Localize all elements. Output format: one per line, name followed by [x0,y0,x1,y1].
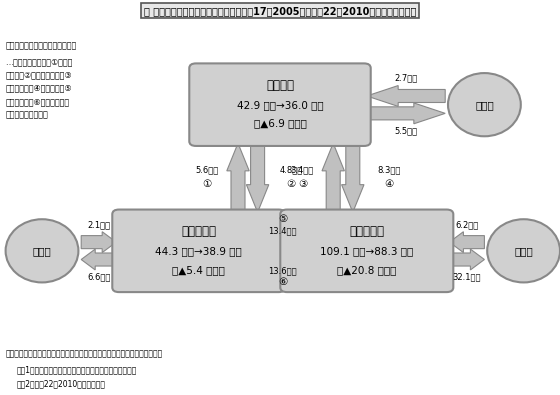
Text: 13.4万戸: 13.4万戸 [269,227,297,235]
Text: 109.1 万戸→88.3 万戸: 109.1 万戸→88.3 万戸 [320,246,413,256]
Text: …「異動の主因は、①は兼業
所得減、②は農業所得減、③
は定年帰農、④は高齢化、⑤
は定年帰農、⑥は高齢化と推
測できてしまう。」: …「異動の主因は、①は兼業 所得減、②は農業所得減、③ は定年帰農、④は高齢化、… [6,57,73,119]
Text: 図 主副業別販売農家数の類型異動（平成17（2005）～平成22（2010）年（概数値））: 図 主副業別販売農家数の類型異動（平成17（2005）～平成22（2010）年（… [144,6,416,16]
Polygon shape [246,143,269,213]
Text: ③: ③ [298,179,307,189]
FancyBboxPatch shape [112,210,285,292]
Text: 6.2万戸: 6.2万戸 [455,220,479,229]
Text: 2）平成22（2010）年は概数値: 2）平成22（2010）年は概数値 [17,379,106,388]
Text: ⑥: ⑥ [278,277,287,288]
Text: 5.6万戸: 5.6万戸 [195,166,219,174]
Text: 32.1万戸: 32.1万戸 [452,273,481,282]
Polygon shape [342,143,364,213]
Text: （▲5.4 万戸）: （▲5.4 万戸） [172,265,225,275]
Polygon shape [449,232,484,252]
Text: 42.9 万戸→36.0 万戸: 42.9 万戸→36.0 万戸 [237,100,323,110]
Text: 3.4万戸: 3.4万戸 [291,166,314,174]
Text: その他: その他 [32,246,52,256]
Text: 2.1万戸: 2.1万戸 [87,220,110,229]
Text: ②: ② [287,179,296,189]
Text: ⑤: ⑤ [278,214,287,224]
FancyBboxPatch shape [281,210,454,292]
Polygon shape [449,249,484,270]
Text: 8.3万戸: 8.3万戸 [377,166,401,174]
Text: 図内の丸数字は図左の文中に対応: 図内の丸数字は図左の文中に対応 [6,41,77,51]
Polygon shape [81,232,116,252]
Polygon shape [367,103,445,124]
Text: ④: ④ [385,179,394,189]
Polygon shape [281,229,284,253]
Text: ①: ① [203,179,212,189]
Polygon shape [227,143,249,213]
Text: 資料：農林水産省「農林業センサス」（組替集計）を基に農林水産省で作成: 資料：農林水産省「農林業センサス」（組替集計）を基に農林水産省で作成 [6,350,163,359]
FancyBboxPatch shape [189,64,371,146]
Text: その他: その他 [475,100,494,110]
Text: 6.6万戸: 6.6万戸 [87,273,110,282]
Text: 注：1）その他は、自給的農家、土地持ち非農家等を含む: 注：1）その他は、自給的農家、土地持ち非農家等を含む [17,365,137,374]
Polygon shape [367,86,445,106]
Text: 5.5万戸: 5.5万戸 [394,127,418,135]
Text: （▲20.8 万戸）: （▲20.8 万戸） [337,265,396,275]
Text: 準主業農家: 準主業農家 [181,226,216,238]
Text: 44.3 万戸→38.9 万戸: 44.3 万戸→38.9 万戸 [156,246,242,256]
Text: 2.7万戸: 2.7万戸 [394,74,418,83]
Text: （▲6.9 万戸）: （▲6.9 万戸） [254,118,306,129]
Ellipse shape [487,219,560,282]
Ellipse shape [6,219,78,282]
Polygon shape [81,249,116,270]
Text: その他: その他 [514,246,533,256]
Polygon shape [322,143,344,213]
Polygon shape [281,249,284,273]
Text: 主業農家: 主業農家 [266,79,294,92]
Text: 副業的農家: 副業的農家 [349,226,384,238]
Ellipse shape [448,73,521,136]
Text: 4.8万戸: 4.8万戸 [279,166,303,174]
Text: 13.6万戸: 13.6万戸 [268,266,297,275]
